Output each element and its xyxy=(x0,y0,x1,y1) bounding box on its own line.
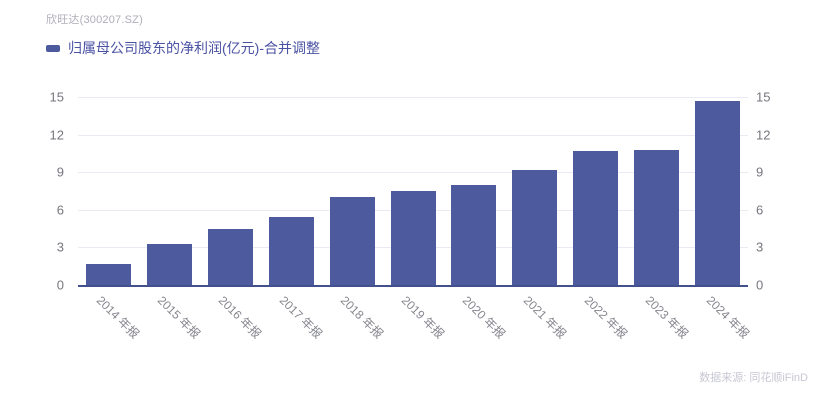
y-axis-label-right-12: 12 xyxy=(756,127,771,143)
bar-2022-年报[interactable] xyxy=(573,150,619,285)
bar-2021-年报[interactable] xyxy=(512,169,558,285)
y-axis-label-right-3: 3 xyxy=(756,239,764,255)
x-axis-label-2016-年报: 2016 年报 xyxy=(216,293,265,342)
bar-2015-年报[interactable] xyxy=(146,243,192,285)
y-axis-label-left-15: 15 xyxy=(49,89,64,105)
gridline-y-15 xyxy=(78,97,748,98)
gridline-y-9 xyxy=(78,172,748,174)
x-axis-label-2015-年报: 2015 年报 xyxy=(155,293,204,342)
data-source: 数据来源: 同花顺iFinD xyxy=(699,372,808,384)
x-axis-label-2024-年报: 2024 年报 xyxy=(703,293,752,342)
y-axis-label-left-12: 12 xyxy=(49,127,64,143)
x-axis-label-2020-年报: 2020 年报 xyxy=(459,293,508,342)
y-axis-label-left-0: 0 xyxy=(56,277,64,293)
legend-label: 归属母公司股东的净利润(亿元)-合并调整 xyxy=(68,40,320,56)
x-axis-label-2014-年报: 2014 年报 xyxy=(94,293,143,342)
bar-2023-年报[interactable] xyxy=(634,149,680,285)
y-axis-label-left-6: 6 xyxy=(56,202,64,218)
bar-2024-年报[interactable] xyxy=(695,100,741,285)
bar-2019-年报[interactable] xyxy=(390,191,436,285)
legend-item[interactable]: 归属母公司股东的净利润(亿元)-合并调整 xyxy=(46,38,320,58)
bar-2014-年报[interactable] xyxy=(85,263,131,285)
y-axis-label-right-6: 6 xyxy=(756,202,764,218)
bar-2020-年报[interactable] xyxy=(451,184,497,285)
y-axis-label-right-15: 15 xyxy=(756,89,771,105)
bar-2018-年报[interactable] xyxy=(329,197,375,285)
x-axis-label-2019-年报: 2019 年报 xyxy=(398,293,447,342)
x-axis-label-2021-年报: 2021 年报 xyxy=(520,293,569,342)
x-axis-label-2018-年报: 2018 年报 xyxy=(337,293,386,342)
y-axis-label-right-9: 9 xyxy=(756,164,764,180)
x-axis-label-2023-年报: 2023 年报 xyxy=(642,293,691,342)
chart-title: 欣旺达(300207.SZ) xyxy=(46,14,143,26)
x-axis-label-2022-年报: 2022 年报 xyxy=(581,293,630,342)
legend-swatch-icon xyxy=(46,44,60,52)
y-axis-label-left-3: 3 xyxy=(56,239,64,255)
bar-2017-年报[interactable] xyxy=(268,217,314,285)
x-axis-label-2017-年报: 2017 年报 xyxy=(276,293,326,342)
y-axis-label-right-0: 0 xyxy=(756,277,764,293)
bar-2016-年报[interactable] xyxy=(207,228,253,285)
x-axis-line xyxy=(78,285,748,287)
gridline-y-12 xyxy=(78,134,748,136)
y-axis-label-left-9: 9 xyxy=(56,164,64,180)
